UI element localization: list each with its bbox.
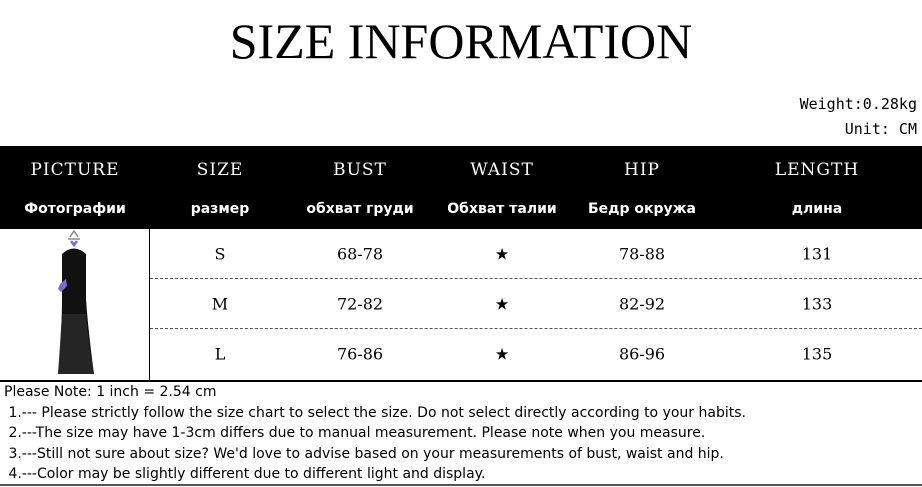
cell-hip: 78-88	[618, 244, 666, 263]
table-row: M 72-82 ★ 82-92 133	[150, 279, 922, 329]
cell-length: 133	[801, 294, 833, 313]
dress-image	[58, 229, 94, 374]
cell-bust: 68-78	[336, 244, 384, 263]
note-conversion: Please Note: 1 inch = 2.54 cm	[4, 384, 217, 400]
header-bust: BUST	[333, 160, 387, 180]
notes: Please Note: 1 inch = 2.54 cm 1.--- Plea…	[4, 382, 746, 485]
header-picture: PICTURE	[30, 160, 120, 180]
note-3: 3.---Still not sure about size? We'd lov…	[4, 445, 724, 462]
table-header: PICTURE Фотографии SIZE размер BUST обхв…	[0, 146, 922, 229]
weight-label: Weight:0.28kg	[799, 95, 917, 113]
cell-size: L	[214, 344, 226, 364]
cell-bust: 76-86	[336, 344, 384, 364]
header-waist-ru: Обхват талии	[447, 201, 557, 217]
star-icon: ★	[494, 294, 510, 313]
cell-size: S	[214, 244, 226, 263]
header-size: SIZE	[196, 160, 244, 180]
page-title: SIZE INFORMATION	[229, 13, 693, 69]
product-picture	[0, 229, 150, 380]
star-icon: ★	[494, 244, 510, 263]
divider	[0, 484, 922, 486]
cell-bust: 72-82	[336, 294, 384, 313]
header-length: LENGTH	[774, 160, 860, 180]
header-length-ru: длина	[791, 201, 843, 217]
header-size-ru: размер	[190, 201, 250, 217]
header-hip-ru: Бедр окружа	[587, 201, 697, 217]
header-bust-ru: обхват груди	[306, 201, 414, 217]
table-row: S 68-78 ★ 78-88 131	[150, 229, 922, 279]
cell-hip: 86-96	[618, 344, 666, 364]
header-hip: HIP	[624, 160, 660, 180]
star-icon: ★	[494, 344, 510, 364]
note-2: 2.---The size may have 1-3cm differs due…	[4, 425, 706, 441]
note-1: 1.--- Please strictly follow the size ch…	[4, 404, 746, 421]
cell-hip: 82-92	[618, 294, 666, 313]
cell-length: 131	[801, 244, 833, 263]
cell-size: M	[211, 294, 229, 313]
divider	[0, 380, 922, 382]
header-waist: WAIST	[470, 160, 534, 180]
note-4: 4.---Color may be slightly different due…	[4, 466, 486, 482]
unit-label: Unit: CM	[844, 120, 917, 138]
header-picture-ru: Фотографии	[24, 201, 126, 217]
table-row: L 76-86 ★ 86-96 135	[150, 329, 922, 379]
cell-length: 135	[801, 344, 833, 364]
